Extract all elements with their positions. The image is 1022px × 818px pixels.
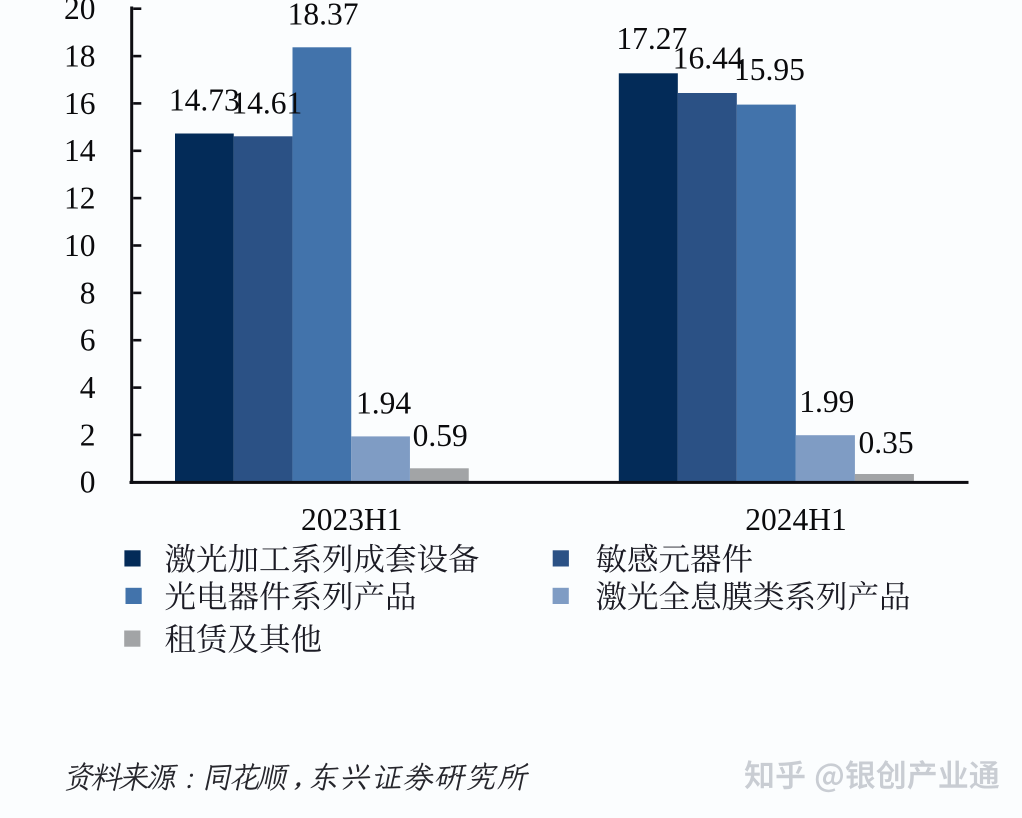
- svg-text:16: 16: [64, 86, 96, 121]
- svg-text:20: 20: [64, 0, 96, 26]
- svg-text:18.37: 18.37: [288, 0, 359, 31]
- svg-text:2024H1: 2024H1: [745, 502, 847, 537]
- svg-text:17.27: 17.27: [616, 21, 687, 56]
- svg-text:0.35: 0.35: [858, 425, 913, 460]
- svg-text:1.99: 1.99: [799, 384, 854, 419]
- svg-text:15.95: 15.95: [734, 52, 805, 87]
- svg-text:0.59: 0.59: [413, 418, 468, 453]
- svg-text:6: 6: [80, 323, 96, 358]
- svg-text:8: 8: [80, 275, 96, 310]
- svg-text:2: 2: [80, 417, 96, 452]
- svg-text:16.44: 16.44: [673, 41, 744, 76]
- svg-text:14.73: 14.73: [169, 83, 240, 118]
- svg-text:0: 0: [80, 465, 96, 500]
- svg-text:1.94: 1.94: [356, 386, 411, 421]
- svg-text:4: 4: [80, 370, 96, 405]
- svg-text:14: 14: [64, 133, 96, 168]
- svg-text:18: 18: [64, 39, 96, 74]
- svg-text:12: 12: [64, 181, 96, 216]
- svg-text:10: 10: [64, 228, 96, 263]
- svg-text:14.61: 14.61: [231, 85, 302, 120]
- svg-text:2023H1: 2023H1: [301, 502, 403, 537]
